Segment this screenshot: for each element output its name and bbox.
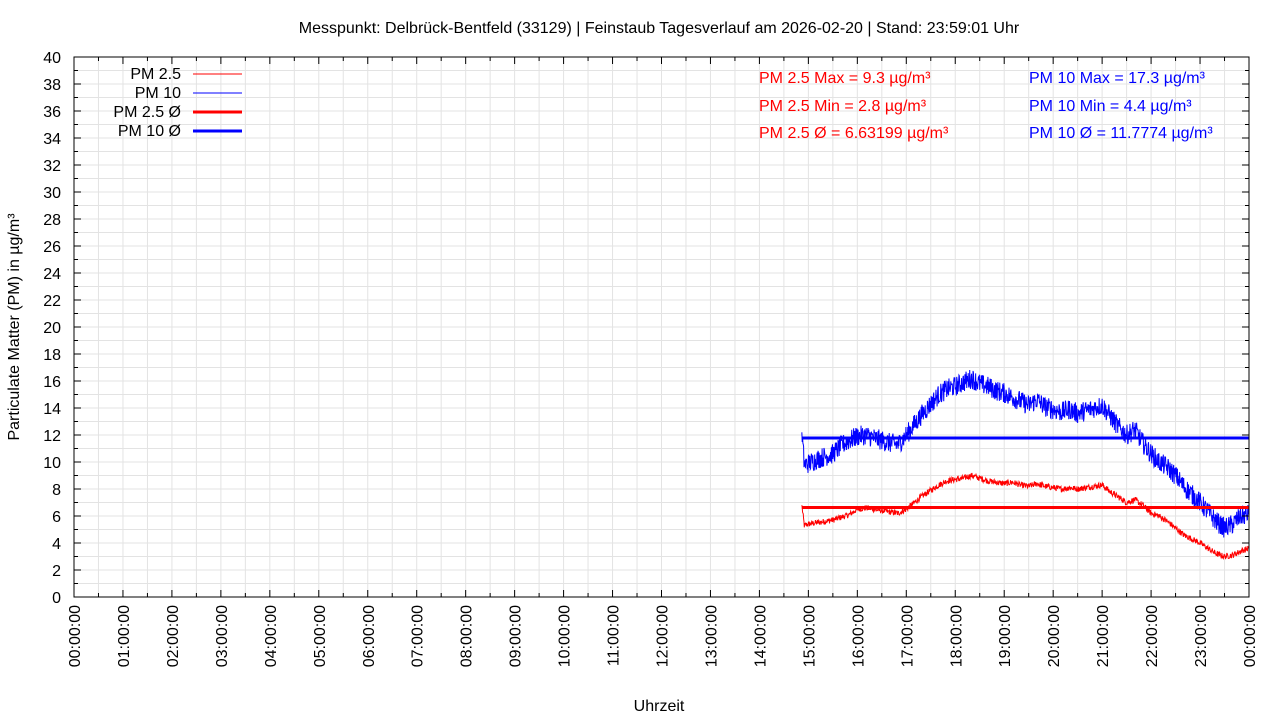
x-tick-label: 15:00:00 [801, 605, 818, 667]
y-tick-label: 12 [43, 428, 61, 445]
x-tick-label: 14:00:00 [752, 605, 769, 667]
chart-title: Messpunkt: Delbrück-Bentfeld (33129) | F… [299, 20, 1020, 37]
legend-label: PM 2.5 [130, 66, 181, 83]
stat-pm10-avg: PM 10 Ø = 11.7774 µg/m³ [1029, 125, 1213, 142]
x-tick-label: 23:00:00 [1193, 605, 1210, 667]
stat-pm10-min: PM 10 Min = 4.4 µg/m³ [1029, 98, 1192, 115]
y-tick-label: 32 [43, 158, 61, 175]
y-tick-label: 20 [43, 320, 61, 337]
y-tick-label: 14 [43, 401, 61, 418]
x-tick-label: 11:00:00 [606, 605, 623, 666]
x-tick-label: 10:00:00 [557, 605, 574, 667]
series-pm25-line [801, 472, 1249, 561]
x-tick-label: 01:00:00 [116, 605, 133, 667]
legend-label: PM 10 [135, 85, 181, 102]
y-tick-label: 38 [43, 77, 61, 94]
y-tick-label: 24 [43, 266, 61, 283]
y-tick-label: 22 [43, 293, 61, 310]
series-layer [801, 370, 1249, 561]
x-tick-label: 00:00:00 [1242, 605, 1259, 667]
x-tick-label: 00:00:00 [67, 605, 84, 667]
x-tick-label: 18:00:00 [948, 605, 965, 667]
stat-pm10-max: PM 10 Max = 17.3 µg/m³ [1029, 70, 1206, 87]
stat-pm25-avg: PM 2.5 Ø = 6.63199 µg/m³ [759, 125, 949, 142]
x-tick-label: 06:00:00 [361, 605, 378, 667]
y-tick-label: 16 [43, 374, 61, 391]
x-tick-label: 03:00:00 [214, 605, 231, 667]
y-tick-label: 40 [43, 50, 61, 67]
y-tick-label: 4 [52, 536, 61, 553]
stats-block: PM 2.5 Max = 9.3 µg/m³ PM 2.5 Min = 2.8 … [759, 70, 1213, 142]
legend-label: PM 2.5 Ø [113, 104, 181, 121]
y-tick-label: 36 [43, 104, 61, 121]
x-tick-label: 22:00:00 [1144, 605, 1161, 667]
y-tick-label: 26 [43, 239, 61, 256]
stat-pm25-min: PM 2.5 Min = 2.8 µg/m³ [759, 98, 927, 115]
x-tick-label: 04:00:00 [263, 605, 280, 667]
x-tick-label: 16:00:00 [850, 605, 867, 667]
y-tick-label: 8 [52, 482, 61, 499]
y-tick-label: 6 [52, 509, 61, 526]
x-tick-label: 17:00:00 [899, 605, 916, 667]
x-axis-label: Uhrzeit [634, 698, 685, 715]
y-tick-label: 0 [52, 590, 61, 607]
y-tick-label: 10 [43, 455, 61, 472]
y-tick-label: 34 [43, 131, 61, 148]
x-tick-label: 08:00:00 [459, 605, 476, 667]
x-tick-label: 13:00:00 [703, 605, 720, 667]
y-tick-label: 28 [43, 212, 61, 229]
x-tick-label: 21:00:00 [1095, 605, 1112, 667]
x-tick-label: 09:00:00 [508, 605, 525, 667]
y-axis-label: Particulate Matter (PM) in µg/m³ [6, 213, 23, 441]
x-tick-label: 02:00:00 [165, 605, 182, 667]
x-tick-label: 12:00:00 [655, 605, 672, 667]
series-pm10-line [801, 370, 1249, 538]
ticks: 024681012141618202224262830323436384000:… [43, 50, 1259, 667]
x-tick-label: 19:00:00 [997, 605, 1014, 667]
x-tick-label: 07:00:00 [410, 605, 427, 667]
y-tick-label: 18 [43, 347, 61, 364]
x-tick-label: 20:00:00 [1046, 605, 1063, 667]
legend: PM 2.5 PM 10 PM 2.5 Ø PM 10 Ø [113, 66, 242, 140]
stat-pm25-max: PM 2.5 Max = 9.3 µg/m³ [759, 70, 931, 87]
x-tick-label: 05:00:00 [312, 605, 329, 667]
legend-label: PM 10 Ø [118, 123, 181, 140]
y-tick-label: 30 [43, 185, 61, 202]
y-tick-label: 2 [52, 563, 61, 580]
